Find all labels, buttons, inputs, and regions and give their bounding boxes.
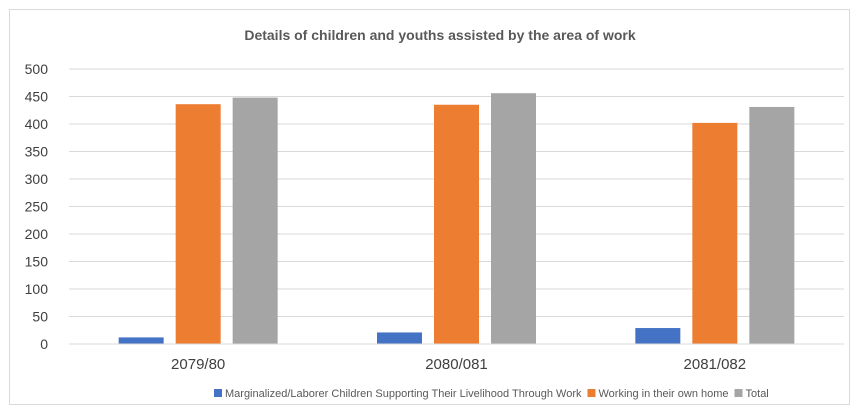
legend: Marginalized/Laborer Children Supporting… — [214, 388, 769, 400]
bar — [692, 122, 738, 345]
legend-label: Total — [746, 388, 769, 400]
y-tick-label: 300 — [25, 171, 49, 187]
y-tick-label: 200 — [25, 226, 49, 242]
bar — [175, 104, 221, 344]
y-tick-label: 0 — [40, 336, 48, 352]
bar — [232, 97, 278, 344]
x-category-label: 2079/80 — [171, 356, 225, 373]
x-category-label: 2081/082 — [684, 356, 747, 373]
y-tick-label: 100 — [25, 281, 49, 297]
chart-title: Details of children and youths assisted … — [244, 27, 636, 43]
y-tick-label: 500 — [25, 61, 49, 77]
bar — [377, 332, 422, 344]
legend-label: Working in their own home — [598, 388, 728, 400]
y-tick-label: 450 — [25, 89, 49, 105]
y-tick-label: 400 — [25, 116, 49, 132]
legend-label: Marginalized/Laborer Children Supporting… — [225, 388, 582, 400]
bar — [635, 328, 681, 344]
y-tick-label: 50 — [32, 309, 48, 325]
bar — [749, 106, 795, 344]
legend-swatch — [214, 389, 222, 397]
bar — [434, 104, 479, 344]
bars — [118, 93, 795, 345]
x-axis-categories: 2079/80 2080/081 2081/082 — [171, 356, 746, 373]
x-category-label: 2080/081 — [425, 356, 488, 373]
legend-swatch — [734, 389, 743, 397]
y-tick-label: 150 — [25, 254, 49, 270]
y-tick-label: 350 — [25, 144, 49, 160]
y-axis-ticks: 0 50 100 150 200 250 300 350 400 450 500 — [25, 61, 49, 352]
y-tick-label: 250 — [25, 199, 49, 215]
bar — [491, 93, 536, 344]
legend-swatch — [587, 389, 596, 397]
bar — [118, 337, 164, 344]
